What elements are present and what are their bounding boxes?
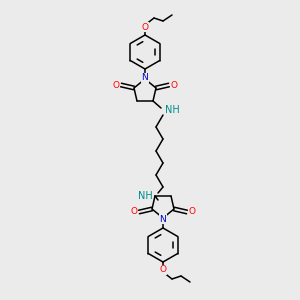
- Text: O: O: [130, 208, 137, 217]
- Text: N: N: [160, 214, 167, 224]
- Text: O: O: [170, 80, 178, 89]
- Text: O: O: [160, 266, 167, 274]
- Text: N: N: [142, 74, 148, 82]
- Text: NH: NH: [165, 105, 180, 115]
- Text: NH: NH: [138, 191, 153, 201]
- Text: O: O: [142, 22, 148, 32]
- Text: O: O: [188, 208, 196, 217]
- Text: O: O: [112, 80, 119, 89]
